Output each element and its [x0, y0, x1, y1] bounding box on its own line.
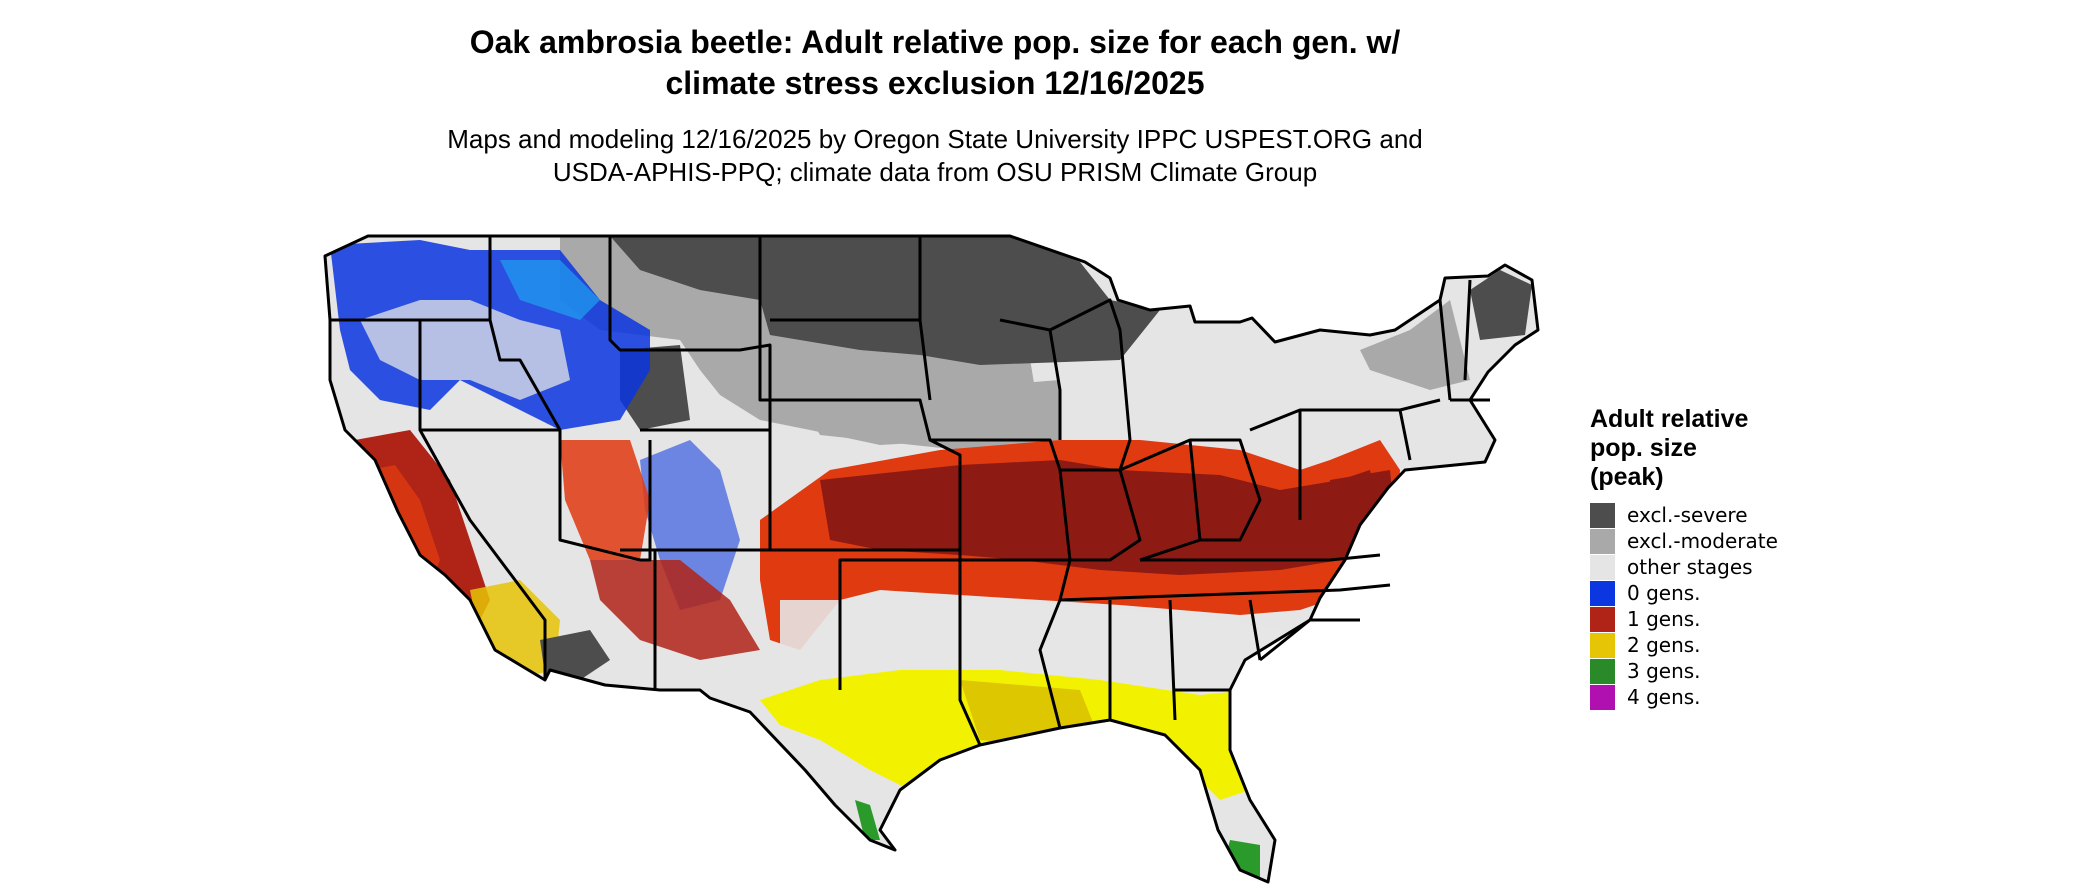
subtitle-line-1: Maps and modeling 12/16/2025 by Oregon S… [447, 124, 1423, 154]
legend-swatch [1590, 684, 1615, 710]
region-1-gen-great-basin [560, 440, 650, 560]
legend-item-excl-severe: excl.-severe [1590, 502, 1830, 528]
legend-item-excl-moderate: excl.-moderate [1590, 528, 1830, 554]
legend-title-line-3: (peak) [1590, 463, 1664, 491]
region-other-northwest [360, 300, 570, 400]
legend-swatch [1590, 606, 1615, 632]
legend-label: 2 gens. [1627, 633, 1701, 657]
region-excl-moderate-plains [800, 380, 1060, 450]
region-excl-severe-maine [1470, 270, 1532, 340]
region-0-gens-lightblue [500, 260, 600, 320]
legend-title: Adult relative pop. size (peak) [1590, 405, 1830, 492]
region-1-gen-southwest [590, 560, 760, 660]
legend-item-4-gens: 4 gens. [1590, 684, 1830, 710]
region-3-gens-texas [855, 800, 880, 840]
legend-item-1-gens: 1 gens. [1590, 606, 1830, 632]
legend-label: 3 gens. [1627, 659, 1701, 683]
us-map [323, 234, 1540, 884]
legend-swatch [1590, 554, 1615, 580]
legend-swatch [1590, 658, 1615, 684]
legend-swatch [1590, 502, 1615, 528]
region-excl-severe-north [610, 236, 1160, 365]
legend-swatch [1590, 580, 1615, 606]
legend-label: excl.-moderate [1627, 529, 1778, 553]
legend-title-line-2: pop. size [1590, 434, 1697, 462]
region-1-gen-virginia [1330, 470, 1395, 560]
legend-label: 4 gens. [1627, 685, 1701, 709]
state-borders [323, 234, 1540, 884]
map-subtitle: Maps and modeling 12/16/2025 by Oregon S… [0, 123, 1870, 189]
legend-title-line-1: Adult relative [1590, 405, 1749, 433]
legend: Adult relative pop. size (peak) excl.-se… [1590, 405, 1830, 710]
title-line-2: climate stress exclusion 12/16/2025 [665, 65, 1205, 101]
legend-item-other-stages: other stages [1590, 554, 1830, 580]
legend-item-0-gens: 0 gens. [1590, 580, 1830, 606]
legend-label: 0 gens. [1627, 581, 1701, 605]
legend-swatch [1590, 632, 1615, 658]
map-title: Oak ambrosia beetle: Adult relative pop.… [0, 22, 1870, 104]
legend-label: other stages [1627, 555, 1753, 579]
title-line-1: Oak ambrosia beetle: Adult relative pop.… [469, 24, 1401, 60]
legend-swatch [1590, 528, 1615, 554]
legend-item-2-gens: 2 gens. [1590, 632, 1830, 658]
legend-item-3-gens: 3 gens. [1590, 658, 1830, 684]
region-excl-severe-arizona [540, 630, 610, 680]
legend-label: excl.-severe [1627, 503, 1748, 527]
subtitle-line-2: USDA-APHIS-PPQ; climate data from OSU PR… [552, 157, 1318, 187]
legend-label: 1 gens. [1627, 607, 1701, 631]
